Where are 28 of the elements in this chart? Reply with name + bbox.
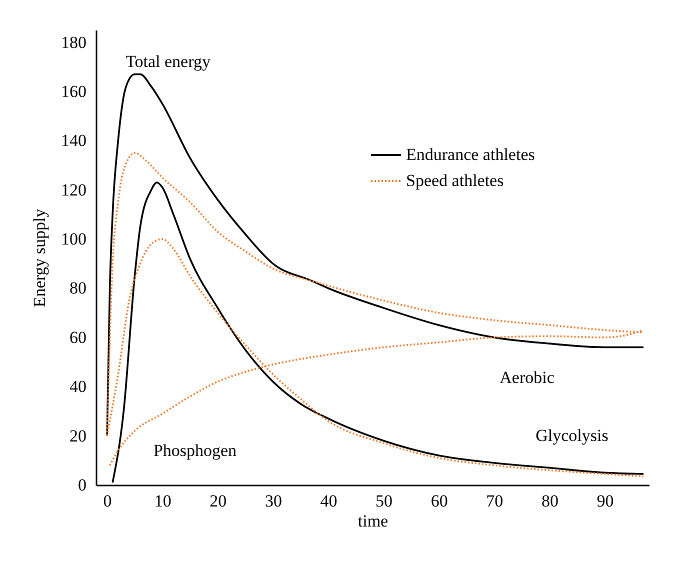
annotation: Aerobic [500, 368, 555, 387]
legend-label: Endurance athletes [406, 145, 535, 164]
y-tick-label: 160 [61, 82, 86, 101]
annotation: Glycolysis [536, 426, 608, 445]
y-tick-label: 120 [61, 180, 86, 200]
y-tick-label: 40 [70, 377, 86, 396]
y-tick-label: 60 [70, 328, 86, 347]
y-tick-label: 80 [70, 278, 86, 298]
x-tick-label: 50 [376, 492, 393, 510]
x-tick-label: 10 [154, 492, 172, 510]
y-tick-label: 180 [61, 32, 86, 52]
legend-label: Speed athletes [406, 171, 504, 190]
x-tick-label: 30 [264, 492, 282, 510]
y-tick-label: 140 [61, 131, 86, 150]
annotation: Total energy [126, 52, 211, 71]
y-tick-label: 100 [61, 230, 86, 249]
x-tick-label: 0 [103, 492, 112, 510]
annotation: Phosphogen [153, 441, 238, 460]
x-tick-label: 60 [430, 492, 448, 510]
x-tick-label: 20 [210, 492, 227, 510]
y-tick-label: 20 [70, 426, 86, 446]
y-tick-label: 0 [78, 476, 86, 494]
x-tick-label: 80 [541, 492, 558, 510]
x-tick-label: 90 [596, 492, 614, 510]
x-axis-title: time [358, 512, 388, 530]
y-axis-title: Energy supply [30, 208, 49, 308]
x-tick-label: 70 [486, 492, 504, 510]
x-tick-label: 40 [320, 492, 338, 510]
